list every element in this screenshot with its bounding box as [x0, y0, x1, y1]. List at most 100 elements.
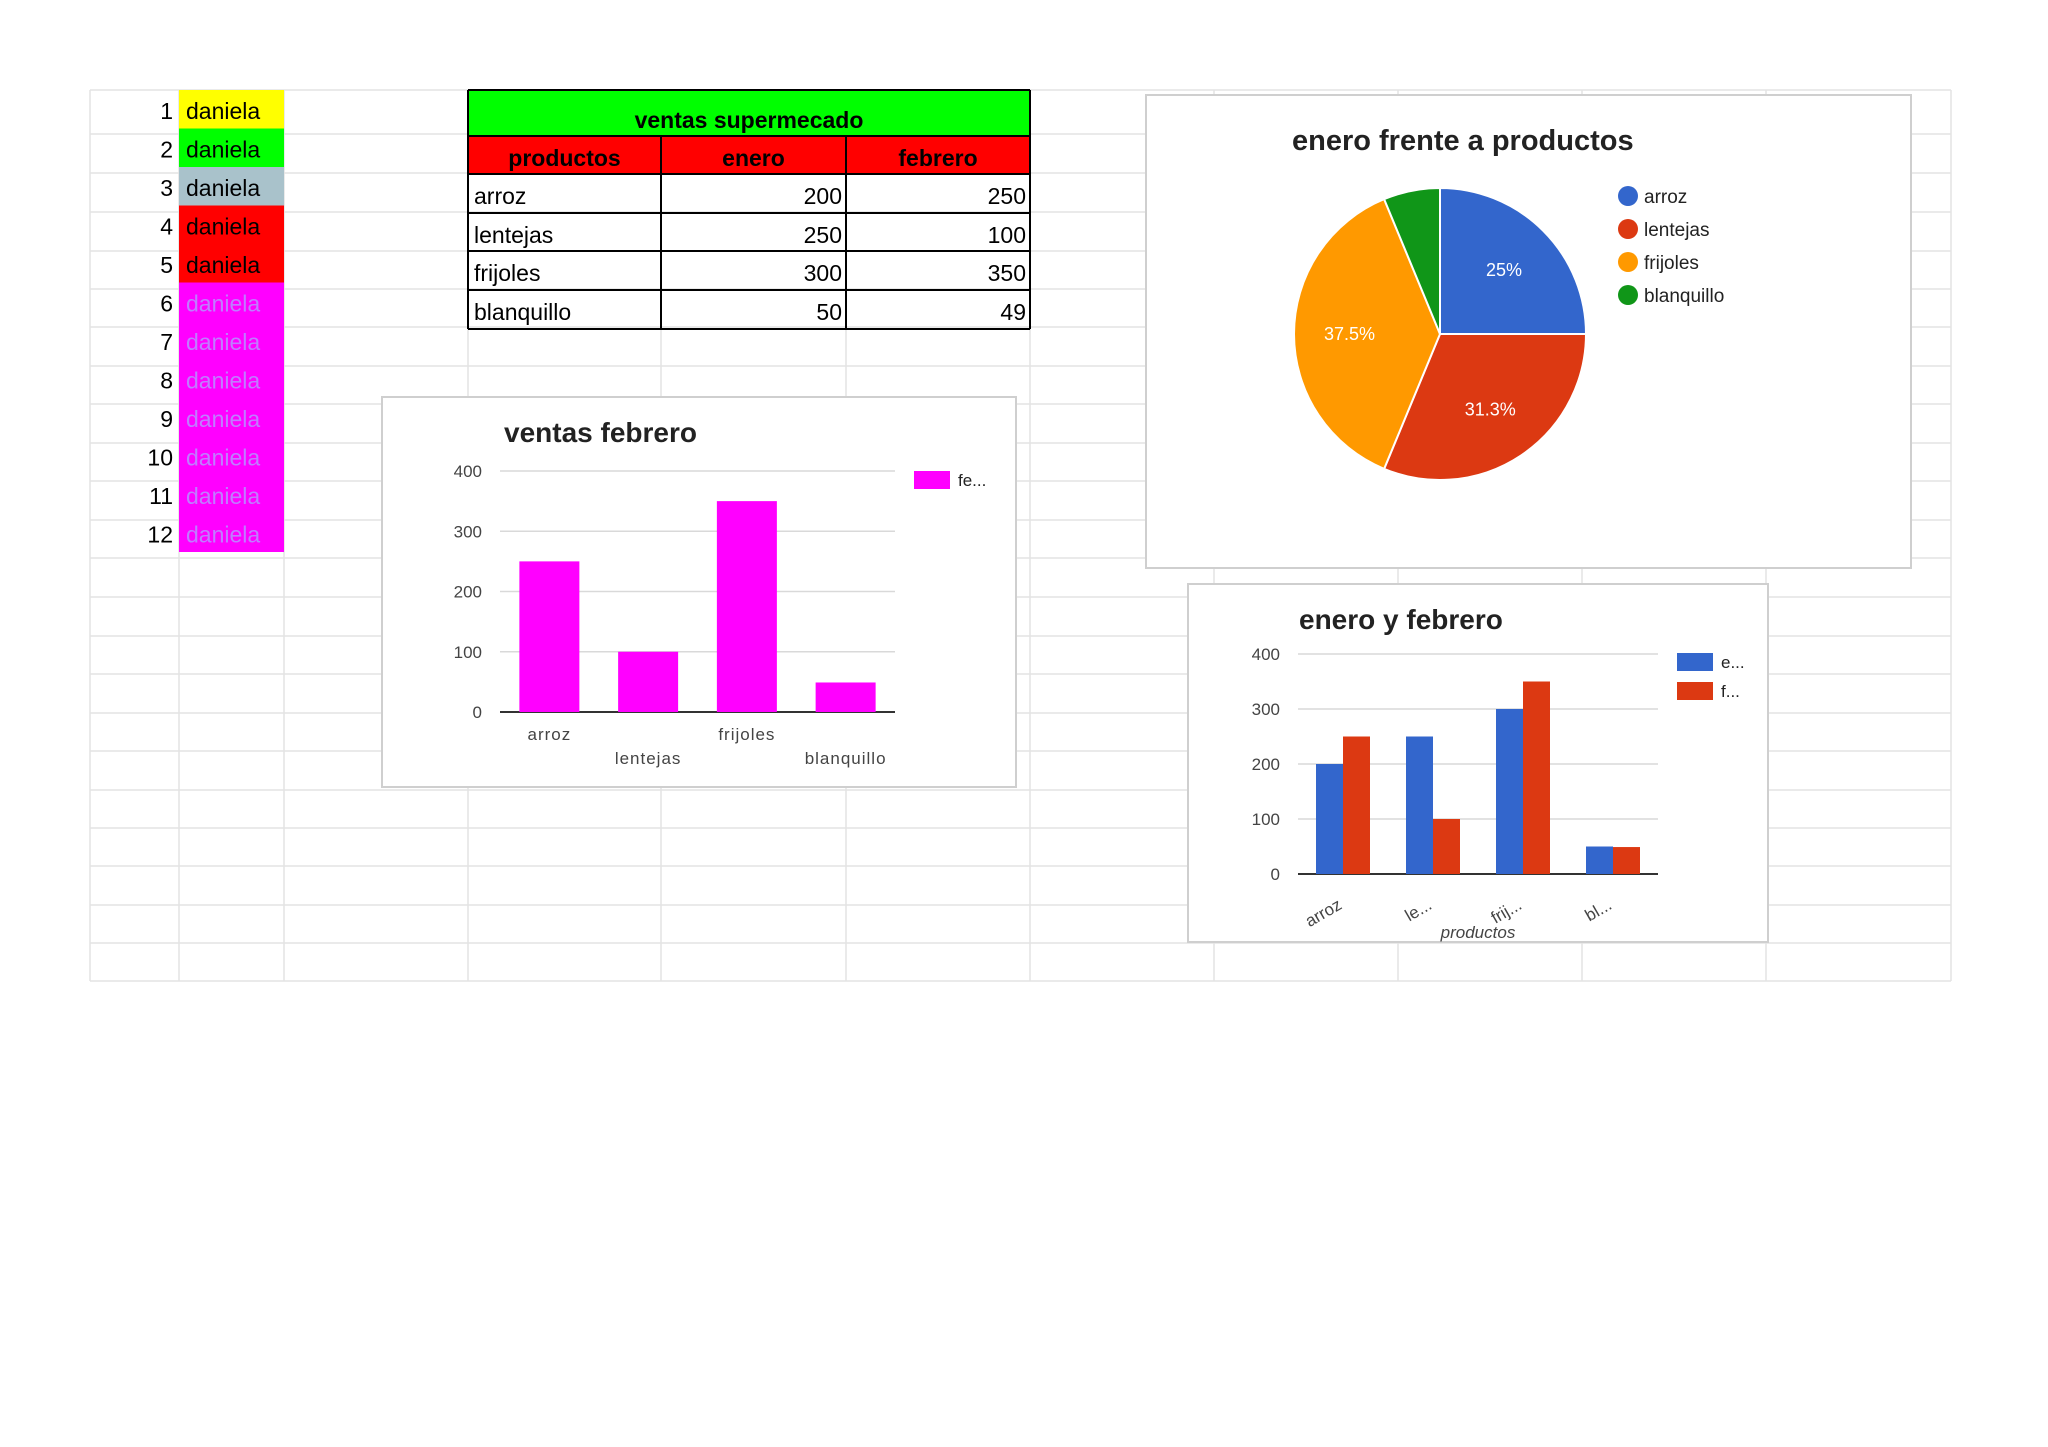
name-cell-fill — [179, 359, 284, 398]
legend-swatch — [914, 471, 950, 489]
table-header: febrero — [898, 145, 977, 171]
chart-title: ventas febrero — [504, 417, 697, 448]
name-cell: daniela — [186, 445, 260, 471]
name-cell-fill — [179, 475, 284, 514]
y-tick-label: 400 — [1252, 645, 1280, 664]
bar-e...-arroz — [1316, 764, 1343, 874]
legend-swatch — [1677, 682, 1713, 700]
pie-slice-lentejas — [1382, 333, 1588, 481]
bar-fe...-frijoles — [716, 501, 777, 712]
row-number: 12 — [147, 522, 173, 548]
chart-title: enero y febrero — [1299, 604, 1503, 635]
name-cell-fill — [179, 398, 284, 437]
x-tick-label: blanquillo — [805, 749, 887, 768]
legend-swatch — [1618, 219, 1638, 239]
row-number: 5 — [160, 252, 173, 278]
y-tick-label: 100 — [454, 643, 482, 662]
name-cell-fill — [179, 167, 284, 206]
table-cell: 200 — [804, 183, 842, 209]
table-cell: lentejas — [474, 222, 553, 248]
y-tick-label: 400 — [454, 462, 482, 481]
table-title: ventas supermecado — [635, 107, 864, 133]
row-number: 4 — [160, 214, 173, 240]
bar-f...-frij... — [1523, 681, 1550, 874]
row-number: 1 — [160, 98, 173, 124]
name-cell-fill — [179, 321, 284, 360]
name-cell: daniela — [186, 522, 260, 548]
legend-label: fe... — [958, 471, 986, 490]
row-number: 2 — [160, 137, 173, 163]
table-cell: 250 — [988, 183, 1026, 209]
name-cell: daniela — [186, 483, 260, 509]
name-cell: daniela — [186, 98, 260, 124]
y-tick-label: 0 — [1271, 865, 1280, 884]
row-number: 8 — [160, 368, 173, 394]
row-number: 6 — [160, 291, 173, 317]
names-list: 1 daniela 2 daniela 3 daniela 4 daniela 5 daniela… — [147, 90, 284, 552]
row-number: 9 — [160, 406, 173, 432]
table-cell: frijoles — [474, 260, 540, 286]
table-title-fill — [468, 90, 1030, 136]
table-cell: 49 — [1000, 299, 1026, 325]
y-tick-label: 0 — [473, 703, 482, 722]
table-cell: 50 — [816, 299, 842, 325]
name-cell: daniela — [186, 368, 260, 394]
name-cell: daniela — [186, 291, 260, 317]
legend-label: blanquillo — [1644, 286, 1724, 307]
sales-table: ventas supermecado productos enero febrero a… — [467, 89, 1031, 330]
table-header: enero — [722, 145, 785, 171]
chart-enero-frente-a-productos[interactable]: enero frente a productos 25% 31.3% 37.5% arr… — [1145, 94, 1912, 569]
name-cell-fill — [179, 128, 284, 167]
x-tick-label: frijoles — [718, 725, 775, 744]
name-cell-fill — [179, 205, 284, 244]
table-header: productos — [508, 145, 620, 171]
pie-slice-blanquillo — [1382, 186, 1441, 335]
chart-ventas-febrero[interactable]: ventas febrero 0 100 200 300 400 arroz lentejas… — [381, 396, 1017, 788]
table-cell: blanquillo — [474, 299, 571, 325]
legend-swatch — [1618, 285, 1638, 305]
name-cell-fill — [179, 436, 284, 475]
chart-title: enero frente a productos — [1292, 125, 1634, 157]
bar-fe...-arroz — [519, 561, 580, 712]
name-cell: daniela — [186, 406, 260, 432]
legend-swatch — [1618, 252, 1638, 272]
row-number: 7 — [160, 329, 173, 355]
x-axis-label: productos — [1440, 923, 1516, 942]
pie-slice-frijoles — [1293, 197, 1442, 471]
table-cell: arroz — [474, 183, 526, 209]
name-cell: daniela — [186, 137, 260, 163]
bar-e...-le... — [1406, 736, 1433, 874]
table-cell: 250 — [804, 222, 842, 248]
table-header-fill — [468, 136, 1030, 174]
x-tick-label: arroz — [528, 725, 572, 744]
name-cell-fill — [179, 244, 284, 283]
y-tick-label: 100 — [1252, 810, 1280, 829]
name-cell: daniela — [186, 329, 260, 355]
bar-e...-bl... — [1586, 846, 1613, 874]
row-number: 11 — [149, 483, 173, 509]
table-cell: 350 — [988, 260, 1026, 286]
legend-label: f... — [1721, 682, 1740, 701]
name-cell-fill — [179, 90, 284, 129]
bar-fe...-lentejas — [618, 651, 679, 712]
name-cell: daniela — [186, 252, 260, 278]
bar-f...-le... — [1433, 819, 1460, 874]
bar-f...-bl... — [1613, 847, 1640, 874]
legend-swatch — [1677, 653, 1713, 671]
y-tick-label: 200 — [1252, 755, 1280, 774]
y-tick-label: 300 — [1252, 700, 1280, 719]
y-tick-label: 300 — [454, 522, 482, 541]
legend-swatch — [1618, 186, 1638, 206]
row-number: 3 — [160, 175, 173, 201]
name-cell: daniela — [186, 175, 260, 201]
bar-e...-frij... — [1496, 709, 1523, 874]
row-number: 10 — [147, 445, 173, 471]
name-cell-fill — [179, 282, 284, 321]
table-cell: 100 — [988, 222, 1026, 248]
legend-label: frijoles — [1644, 253, 1699, 274]
table-cell: 300 — [804, 260, 842, 286]
legend-label: arroz — [1644, 187, 1687, 208]
bar-fe...-blanquillo — [815, 682, 876, 712]
